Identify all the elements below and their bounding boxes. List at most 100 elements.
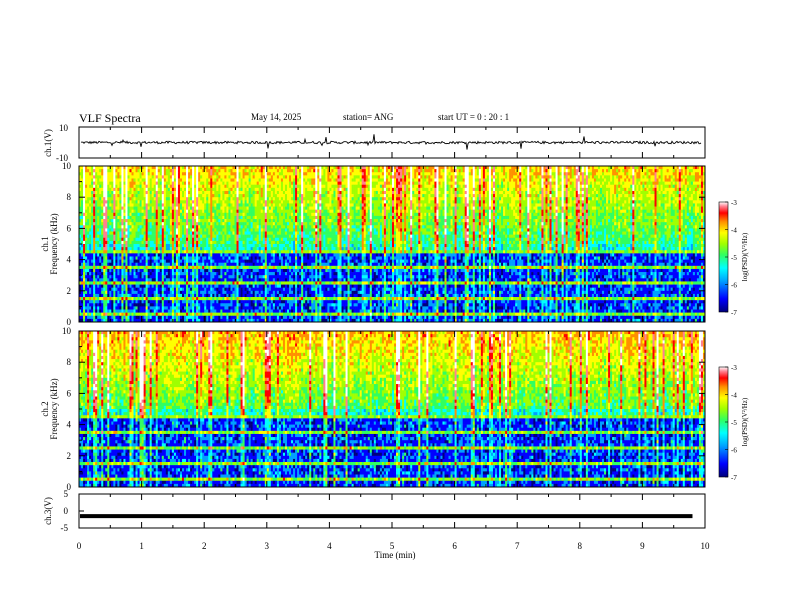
spec1-cell	[384, 169, 386, 172]
spec1-cell	[333, 185, 335, 188]
spec1-cell	[129, 169, 131, 172]
spec1-cell	[113, 169, 115, 172]
spec1-cell	[550, 200, 552, 203]
spec1-cell	[200, 207, 202, 210]
spec1-cell	[386, 169, 388, 172]
spec1-cell	[222, 207, 224, 210]
spec1-cell	[97, 213, 99, 216]
spec1-cell	[537, 203, 539, 206]
spec1-cell	[198, 200, 200, 203]
spec1-cell	[218, 178, 220, 181]
spec1-cell	[495, 169, 497, 172]
spec1-cell	[152, 210, 154, 213]
spec1-cell	[271, 200, 273, 203]
spec1-cell	[517, 194, 519, 197]
spec1-cell	[142, 175, 144, 178]
spec1-cell	[642, 203, 644, 206]
spec1-cell	[140, 213, 142, 216]
spec1-cell	[659, 207, 661, 210]
spec1-cell	[249, 197, 251, 200]
spec1-cell	[632, 166, 634, 169]
spec1-cell	[412, 185, 414, 188]
spec1-cell	[297, 175, 299, 178]
spec1-cell	[453, 197, 455, 200]
spec1-cell	[331, 188, 333, 191]
spec1-cell	[273, 203, 275, 206]
spec1-cell	[626, 197, 628, 200]
spec1-cell	[293, 197, 295, 200]
spec1-cell	[499, 194, 501, 197]
spec1-cell	[604, 200, 606, 203]
spec1-cell	[568, 197, 570, 200]
spec1-cell	[317, 169, 319, 172]
spec1-cell	[184, 197, 186, 200]
spec1-cell	[255, 203, 257, 206]
spec1-cell	[392, 191, 394, 194]
spec1-cell	[134, 182, 136, 185]
spec1-cell	[136, 166, 138, 169]
spec1-cell	[204, 197, 206, 200]
spec1-cell	[499, 166, 501, 169]
spec1-cell	[384, 188, 386, 191]
spec1-cell	[243, 172, 245, 175]
spec1-cell	[618, 188, 620, 191]
spec1-cell	[479, 200, 481, 203]
spec1-cell	[521, 166, 523, 169]
spec1-cell	[317, 203, 319, 206]
spec1-cell	[525, 169, 527, 172]
spec1-cell	[172, 203, 174, 206]
spec1-cell	[210, 210, 212, 213]
spec1-cell	[545, 172, 547, 175]
spec1-cell	[93, 207, 95, 210]
spec1-cell	[91, 185, 93, 188]
spec1-cell	[509, 182, 511, 185]
spec1-cell	[388, 175, 390, 178]
spec1-cell	[313, 207, 315, 210]
spec1-cell	[261, 207, 263, 210]
spec1-cell	[475, 178, 477, 181]
spec1-cell	[261, 172, 263, 175]
spec1-cell	[598, 169, 600, 172]
spec1-cell	[329, 175, 331, 178]
spec1-cell	[271, 197, 273, 200]
spec1-cell	[261, 200, 263, 203]
spec1-cell	[257, 191, 259, 194]
spec1-cell	[556, 172, 558, 175]
spec1-cell	[521, 172, 523, 175]
spec1-cell	[190, 197, 192, 200]
spec1-cell	[234, 200, 236, 203]
spec1-cell	[574, 166, 576, 169]
spec1-cell	[198, 172, 200, 175]
spec1-cell	[697, 188, 699, 191]
spec1-cell	[580, 175, 582, 178]
spec1-cell	[303, 175, 305, 178]
spec1-cell	[184, 200, 186, 203]
spec1-cell	[699, 172, 701, 175]
spec1-cell	[453, 182, 455, 185]
spec1-cell	[657, 166, 659, 169]
spec1-cell	[178, 200, 180, 203]
spec1-cell	[477, 172, 479, 175]
spec1-cell	[87, 175, 89, 178]
spec1-cell	[499, 185, 501, 188]
spec1-cell	[701, 207, 703, 210]
spec1-cell	[198, 182, 200, 185]
spec1-cell	[650, 182, 652, 185]
spec1-cell	[200, 185, 202, 188]
spec1-cell	[701, 197, 703, 200]
spec1-cell	[224, 210, 226, 213]
spec1-cell	[416, 191, 418, 194]
spec1-cell	[299, 166, 301, 169]
spec1-cell	[255, 182, 257, 185]
spec1-cell	[533, 194, 535, 197]
spec1-cell	[386, 166, 388, 169]
spec1-cell	[214, 207, 216, 210]
spec1-cell	[634, 178, 636, 181]
spec1-cell	[501, 203, 503, 206]
spec1-cell	[513, 200, 515, 203]
spec1-cell	[142, 182, 144, 185]
spec1-cell	[493, 175, 495, 178]
spec1-cell	[558, 210, 560, 213]
spec1-cell	[610, 203, 612, 206]
spec1-cell	[372, 178, 374, 181]
